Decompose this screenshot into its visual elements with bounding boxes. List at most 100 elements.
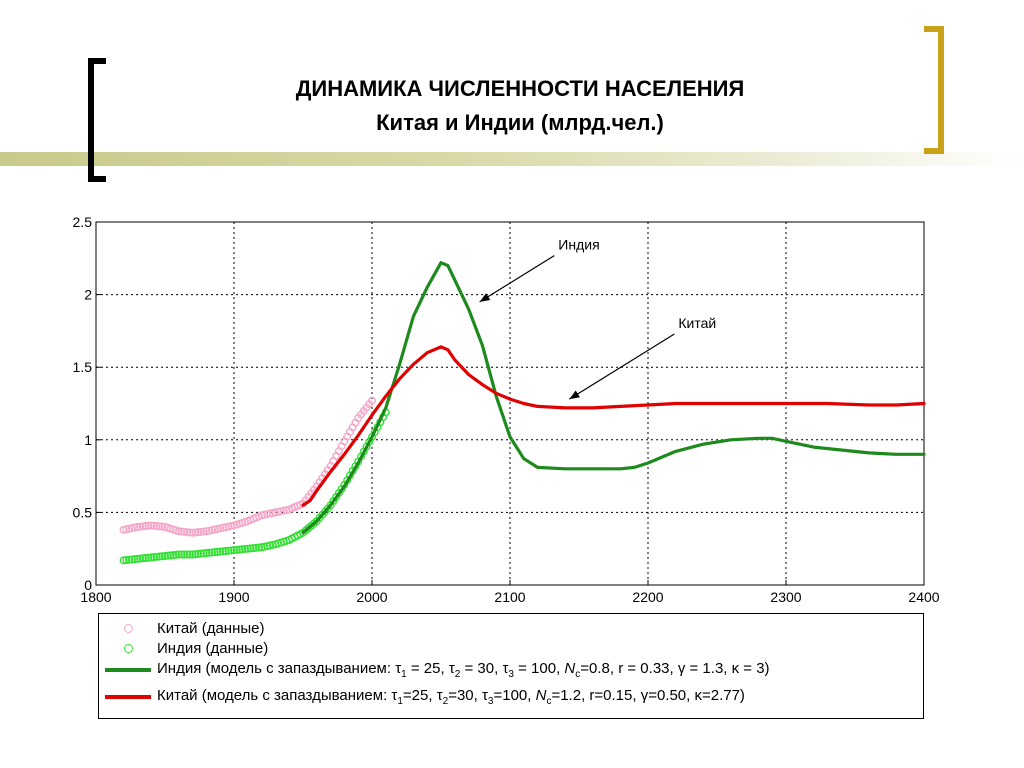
data-point-india: [194, 549, 203, 558]
data-point-india: [158, 552, 167, 561]
y-tick-label: 0.5: [73, 504, 93, 520]
data-point-china: [147, 521, 156, 530]
data-point-india: [241, 544, 250, 553]
y-tick-label: 1.5: [73, 359, 93, 375]
data-point-china: [136, 522, 145, 531]
data-point-india: [138, 554, 147, 563]
data-point-india: [133, 554, 142, 563]
data-point-india: [229, 546, 238, 555]
data-point-india: [213, 547, 222, 556]
data-point-china: [177, 527, 186, 536]
data-point-india: [249, 544, 258, 553]
data-point-india: [235, 545, 244, 554]
legend-item-india-model: Индия (модель с запаздыванием: τ1 = 25, …: [99, 660, 770, 680]
annotation-arrowhead-china: [569, 390, 580, 400]
x-tick-label: 1800: [80, 589, 111, 605]
data-point-china: [158, 522, 167, 531]
data-point-india: [232, 545, 241, 554]
data-point-india: [196, 549, 205, 558]
data-point-india: [169, 551, 178, 560]
data-point-india: [191, 550, 200, 559]
x-tick-label: 2200: [632, 589, 663, 605]
data-point-china: [149, 521, 158, 530]
y-tick-label: 2: [84, 287, 92, 303]
decorative-bar: [0, 152, 1024, 166]
data-point-india: [172, 550, 181, 559]
data-point-india: [207, 548, 216, 557]
legend-line-india-model: [105, 668, 151, 672]
series-line-china-model: [301, 345, 926, 507]
legend-label-china-model: Китай (модель с запаздыванием: τ1=25, τ2…: [157, 687, 745, 707]
legend-item-china-data: Китай (данные): [99, 618, 264, 638]
data-point-china: [191, 528, 200, 537]
data-point-china: [152, 522, 161, 531]
data-point-china: [196, 527, 205, 536]
data-point-china: [185, 528, 194, 537]
annotation-arrowhead-india: [479, 293, 491, 302]
data-point-india: [224, 546, 233, 555]
y-tick-label: 0: [84, 577, 92, 593]
data-point-china: [141, 522, 150, 531]
data-point-india: [216, 547, 225, 556]
data-point-china: [174, 527, 183, 536]
data-point-india: [127, 555, 136, 564]
data-point-china: [133, 522, 142, 531]
data-point-china: [194, 528, 203, 537]
data-point-india: [180, 550, 189, 559]
data-point-china: [188, 528, 197, 537]
legend-label-india-data: Индия (данные): [157, 639, 269, 657]
data-point-india: [174, 550, 183, 559]
data-point-india: [141, 553, 150, 562]
series-line-india-model: [301, 261, 926, 535]
annotation-arrow-india: [479, 255, 555, 303]
x-tick-label: 2000: [356, 589, 387, 605]
slide-title: ДИНАМИКА ЧИСЛЕННОСТИ НАСЕЛЕНИЯ: [295, 76, 745, 101]
data-point-india: [177, 550, 186, 559]
data-point-china: [155, 522, 164, 531]
data-point-india: [238, 545, 247, 554]
left-bracket-decoration: [88, 58, 106, 182]
annotation-label-china: Китай: [678, 315, 716, 331]
x-tick-label: 2400: [908, 589, 939, 605]
data-point-india: [122, 556, 131, 565]
data-point-india: [199, 549, 208, 558]
legend-marker-india-data: [123, 643, 133, 653]
data-point-india: [183, 550, 192, 559]
data-point-india: [188, 550, 197, 559]
data-point-china: [180, 527, 189, 536]
right-bracket-decoration: [924, 26, 944, 154]
data-point-india: [210, 548, 219, 557]
y-tick-label: 2.5: [73, 214, 93, 230]
legend-label-china-data: Китай (данные): [157, 619, 265, 637]
legend-marker-china-data: [123, 623, 133, 633]
data-point-india: [221, 547, 230, 556]
data-point-india: [254, 543, 263, 552]
x-tick-label: 2300: [770, 589, 801, 605]
data-point-china: [183, 528, 192, 537]
x-tick-label: 2100: [494, 589, 525, 605]
data-point-india: [227, 546, 236, 555]
data-point-india: [130, 555, 139, 564]
annotation-arrow-china: [569, 333, 675, 400]
data-point-india: [166, 551, 175, 560]
legend-label-india-model: Индия (модель с запаздыванием: τ1 = 25, …: [157, 660, 770, 680]
data-point-india: [252, 543, 261, 552]
data-point-india: [218, 547, 227, 556]
data-point-india: [147, 553, 156, 562]
data-point-india: [152, 552, 161, 561]
data-point-india: [136, 554, 145, 563]
data-point-india: [160, 551, 169, 560]
population-chart: 1800 1900 2000 2100 2200 2300 2400 0 0.5 1 1.5 2 2.5…: [73, 214, 940, 605]
data-point-china: [144, 521, 153, 530]
data-point-india: [243, 544, 252, 553]
chart-legend: Китай (данные) Индия (данные) Индия (мод…: [98, 613, 924, 719]
legend-item-china-model: Китай (модель с запаздыванием: τ1=25, τ2…: [99, 687, 745, 707]
data-point-china: [138, 522, 147, 531]
slide-subtitle: Китая и Индии (млрд.чел.): [376, 110, 664, 135]
data-point-india: [205, 548, 214, 557]
annotation-label-india: Индия: [558, 237, 599, 253]
data-point-india: [119, 556, 128, 565]
data-point-china: [368, 396, 377, 405]
data-point-india: [163, 551, 172, 560]
data-point-india: [144, 553, 153, 562]
